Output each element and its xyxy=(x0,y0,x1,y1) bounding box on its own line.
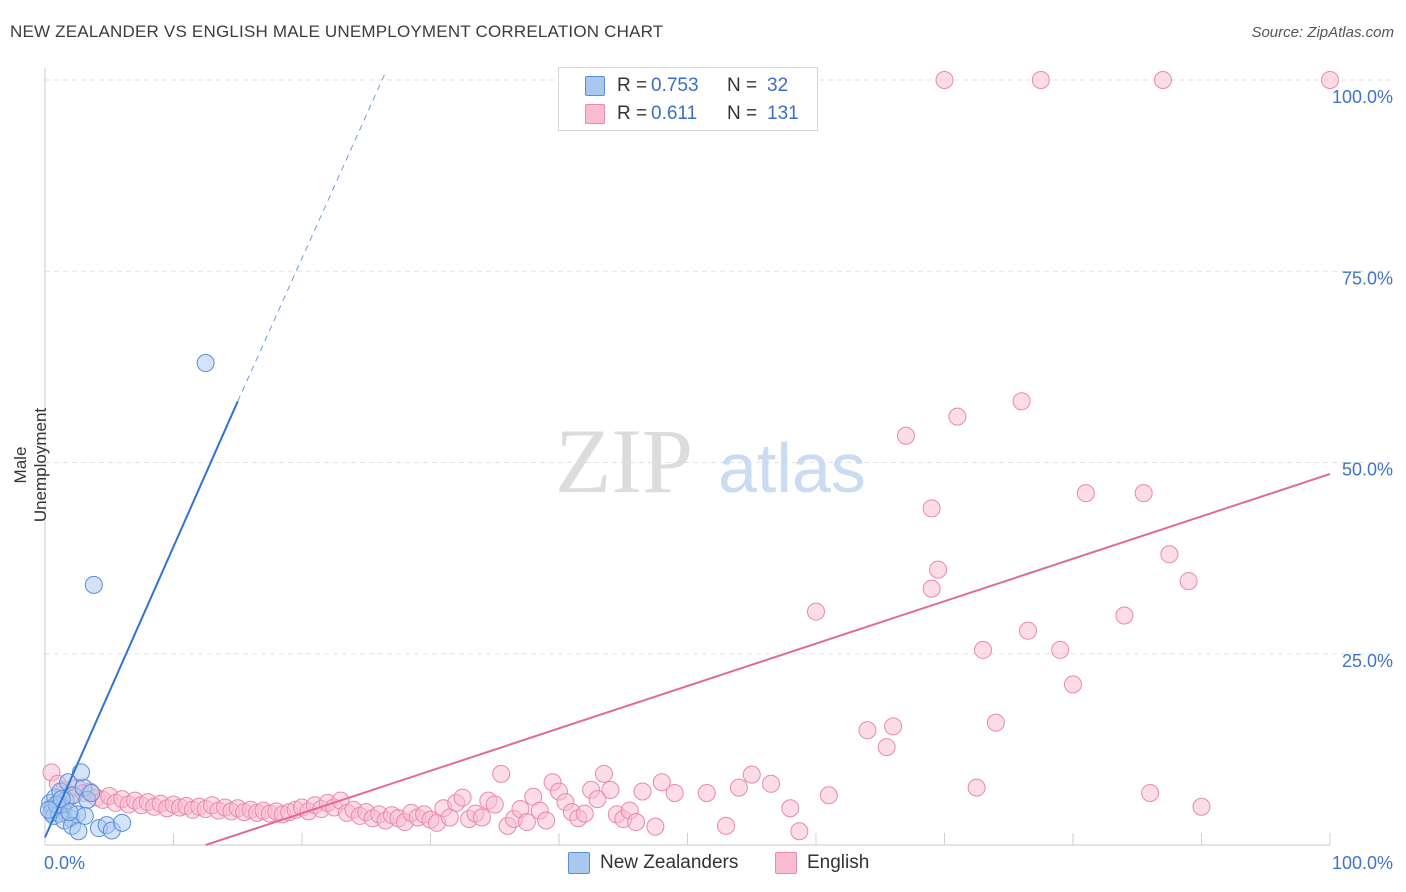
point-english xyxy=(935,71,954,89)
point-english xyxy=(594,764,613,783)
legend-n-label: N = xyxy=(727,75,758,96)
legend-swatch-english xyxy=(585,104,605,124)
legend-n-value: 32 xyxy=(767,75,789,96)
point-english xyxy=(652,773,671,792)
point-english xyxy=(453,788,472,807)
point-english xyxy=(646,817,665,836)
point-english xyxy=(717,816,736,835)
point-english xyxy=(1115,606,1134,625)
point-english xyxy=(896,426,915,445)
point-english xyxy=(986,713,1005,732)
stats-legend: R = 0.753 N = 32 R = 0.611 N = 131 xyxy=(558,67,818,131)
point-english xyxy=(1031,71,1050,89)
source-label: Source: ZipAtlas.com xyxy=(1251,24,1394,41)
point-new-zealanders xyxy=(60,803,79,822)
point-english xyxy=(588,790,607,809)
point-new-zealanders xyxy=(69,822,88,841)
legend-r-value: 0.611 xyxy=(651,103,698,124)
point-english xyxy=(929,560,948,579)
axes xyxy=(44,68,1331,846)
point-english xyxy=(1179,572,1198,591)
point-english xyxy=(762,774,781,793)
watermark-zip: ZIP xyxy=(555,410,693,512)
point-english xyxy=(1051,640,1070,659)
point-english xyxy=(633,782,652,801)
point-english xyxy=(697,783,716,802)
point-english xyxy=(1160,545,1179,564)
point-english xyxy=(1012,392,1031,411)
point-english xyxy=(665,783,684,802)
bottom-legend-swatch-new-zealanders xyxy=(568,852,590,874)
point-english xyxy=(485,795,504,814)
y-axis-label: Male Unemployment xyxy=(11,407,50,523)
point-english xyxy=(1153,71,1172,89)
point-english xyxy=(492,764,511,783)
chart-title: NEW ZEALANDER VS ENGLISH MALE UNEMPLOYME… xyxy=(10,22,664,41)
point-english xyxy=(790,822,809,841)
point-english xyxy=(1141,783,1160,802)
point-english xyxy=(601,780,620,799)
legend-swatch-new-zealanders xyxy=(585,76,605,96)
point-new-zealanders xyxy=(196,354,215,373)
y-tick-label: 50.0% xyxy=(1342,460,1393,480)
point-english xyxy=(1019,621,1038,640)
trend-lines xyxy=(44,72,1331,846)
bottom-legend-label-english: English xyxy=(807,852,870,873)
legend-n-value: 131 xyxy=(767,103,799,124)
tick-labels: 25.0% 50.0% 75.0% 100.0% 0.0% 100.0% xyxy=(44,87,1393,873)
point-english xyxy=(948,407,967,426)
x-tick-label: 0.0% xyxy=(44,853,85,873)
point-english xyxy=(974,640,993,659)
y-tick-label: 75.0% xyxy=(1342,268,1393,288)
trend-line-new-zealanders xyxy=(44,400,239,838)
x-tick-label: 100.0% xyxy=(1332,853,1393,873)
point-english xyxy=(807,602,825,621)
point-english xyxy=(1321,71,1339,89)
point-english xyxy=(575,804,594,823)
point-english xyxy=(472,808,491,827)
grid-lines xyxy=(45,79,1395,655)
legend-r-label: R = xyxy=(617,75,648,96)
y-tick-label: 25.0% xyxy=(1342,651,1393,671)
point-english xyxy=(1076,484,1095,503)
point-new-zealanders xyxy=(71,763,90,782)
point-english xyxy=(877,738,896,757)
point-english xyxy=(1134,484,1153,503)
trend-line-english xyxy=(205,473,1331,846)
legend-r-value: 0.753 xyxy=(651,75,699,96)
bottom-legend-new-zealanders[interactable]: New Zealanders xyxy=(568,852,738,874)
watermark-atlas: atlas xyxy=(718,429,866,507)
bottom-legend-swatch-english xyxy=(775,852,797,874)
point-new-zealanders xyxy=(82,783,101,802)
point-english xyxy=(1192,797,1211,816)
legend-r-label: R = xyxy=(617,103,648,124)
point-english xyxy=(819,786,838,805)
point-english xyxy=(742,765,761,784)
point-english xyxy=(537,811,556,830)
bottom-legend-english[interactable]: English xyxy=(775,852,869,874)
point-new-zealanders xyxy=(84,575,103,594)
trend-extension-new-zealanders xyxy=(237,72,386,402)
point-new-zealanders xyxy=(113,813,132,832)
point-english xyxy=(729,778,748,797)
point-english xyxy=(922,579,941,598)
point-english xyxy=(1064,675,1082,694)
point-english xyxy=(884,717,903,736)
point-english xyxy=(922,499,941,518)
point-english xyxy=(517,813,536,832)
point-new-zealanders xyxy=(75,806,94,825)
bottom-legend-label-new-zealanders: New Zealanders xyxy=(600,852,739,873)
point-english xyxy=(627,813,646,832)
legend-n-label: N = xyxy=(727,103,758,124)
y-tick-label: 100.0% xyxy=(1332,87,1393,107)
point-english xyxy=(967,778,986,797)
point-english xyxy=(781,799,800,818)
point-english xyxy=(858,721,877,740)
